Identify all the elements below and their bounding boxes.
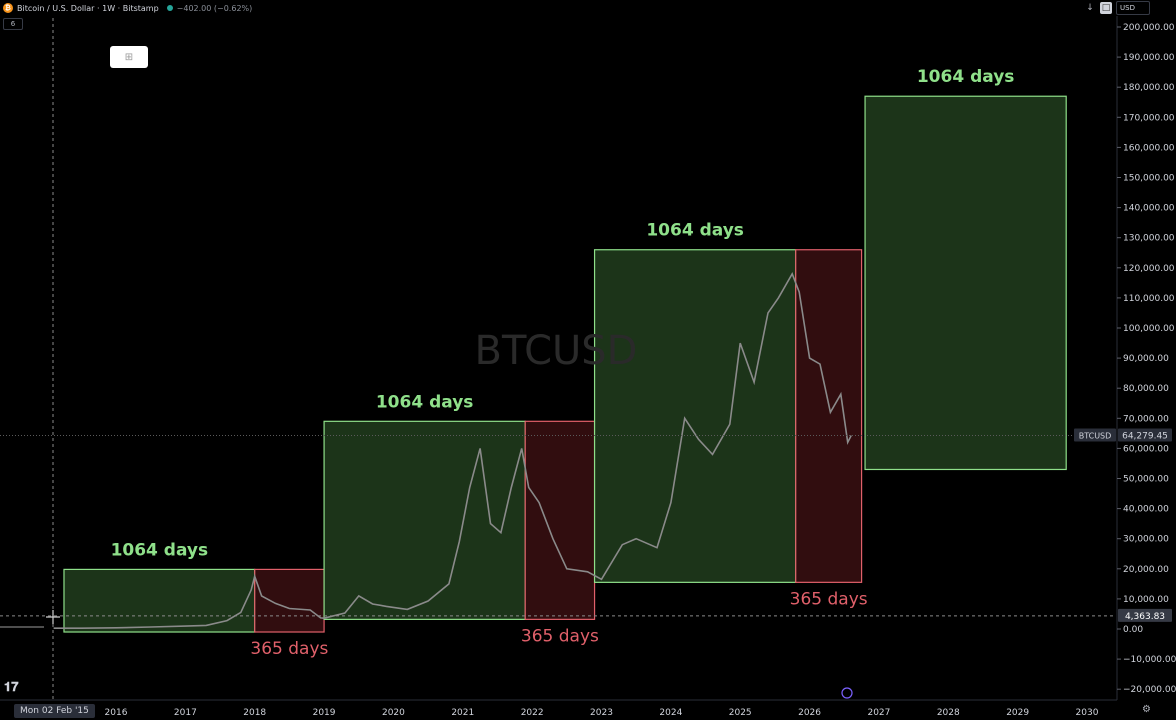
year-tick-label-13: 2029 [1006,708,1029,718]
time-axis: 2016 2017 2018 2019 2020 2021 2022 2023 2024 2025… [0,687,1117,718]
price-tick-label-11: 90,000.00 [1123,354,1169,364]
symbol-title[interactable]: Bitcoin / U.S. Dollar · 1W · Bitstamp [17,3,159,13]
grid-icon: ⊞ [124,51,134,63]
price-tick-label-19: 10,000.00 [1123,595,1169,605]
price-change: −402.00 (−0.62%) [176,3,253,13]
year-tick-label-14: 2030 [1076,708,1099,718]
price-tick-label-15: 50,000.00 [1123,475,1169,485]
price-tick-label-2: 180,000.00 [1123,83,1175,93]
price-tick-label-4: 160,000.00 [1123,143,1175,153]
price-tick-label-8: 120,000.00 [1123,264,1175,274]
cycle-labels: 1064 days 365 days 1064 days 365 days 1064 d… [111,67,1015,659]
price-tick-label-13: 70,000.00 [1123,414,1169,424]
year-tick-label-3: 2019 [313,708,336,718]
bear-cycle-label-1: 365 days [250,639,328,659]
currency-select[interactable]: USD [1116,1,1150,15]
price-tick-label-21: −10,000.00 [1123,655,1176,665]
bear-cycle-label-5: 365 days [790,589,868,609]
year-tick-label-9: 2025 [729,708,752,718]
price-tick-label-1: 190,000.00 [1123,53,1175,63]
replay-icon [841,687,853,699]
price-tick-label-5: 150,000.00 [1123,174,1175,184]
bitcoin-logo-icon: ₿ [3,3,13,13]
toolbar-right: ↓ □ USD [1084,1,1150,15]
year-tick-label-5: 2021 [451,708,474,718]
year-tick-label-4: 2020 [382,708,405,718]
year-tick-label-2: 2018 [243,708,266,718]
watermark-layer: BTCUSD [475,328,638,374]
bear-cycle-box-3 [524,420,596,620]
year-tick-label-10: 2026 [798,708,821,718]
price-tick-label-14: 60,000.00 [1123,444,1169,454]
year-tick-label-7: 2023 [590,708,613,718]
bull-cycle-label-2: 1064 days [376,392,474,412]
year-tick-label-11: 2027 [867,708,890,718]
current-symbol-badge [1074,428,1116,442]
crosshair-price-badge [1118,608,1172,622]
price-tick-label-6: 140,000.00 [1123,204,1175,214]
crosshair-price-label: 4,363.83 [1125,612,1165,622]
bear-cycle-box-5 [795,249,863,583]
bear-cycle-label-3: 365 days [521,626,599,646]
reference-lines [0,18,1114,700]
year-tick-label-12: 2028 [937,708,960,718]
bull-cycle-label-4: 1064 days [646,221,744,241]
crosshair-cursor-icon [46,610,60,624]
year-tick-label-6: 2022 [521,708,544,718]
bull-cycle-label-0: 1064 days [111,540,209,560]
gear-icon[interactable]: ⚙ [1142,704,1151,715]
year-tick-label-0: 2016 [105,708,128,718]
current-price-badge [1118,428,1172,442]
price-axis: 200,000.00 190,000.00 180,000.00 170,000.00… [1074,16,1176,700]
bear-cycle-box-1 [254,568,325,633]
price-tick-label-20: 0.00 [1123,625,1143,635]
price-tick-label-0: 200,000.00 [1123,23,1175,33]
price-tick-label-9: 110,000.00 [1123,294,1175,304]
tradingview-logo-icon[interactable]: 𝟏𝟕 [4,680,19,695]
bull-cycle-box-0 [63,568,256,633]
current-symbol-label: BTCUSD [1079,432,1112,441]
symbol-header: ₿ Bitcoin / U.S. Dollar · 1W · Bitstamp … [0,0,252,16]
square-icon[interactable]: □ [1100,2,1112,14]
bull-cycle-box-2 [323,420,526,620]
chart-watermark: BTCUSD [475,328,638,374]
down-arrow-icon[interactable]: ↓ [1086,3,1094,13]
cycle-boxes [63,95,1067,633]
price-tick-label-18: 20,000.00 [1123,565,1169,575]
interval-badge[interactable]: 6 [3,18,23,30]
year-tick-label-8: 2024 [659,708,682,718]
price-tick-label-7: 130,000.00 [1123,234,1175,244]
btc-price-line [53,271,852,630]
bull-cycle-label-6: 1064 days [917,67,1015,87]
price-tick-label-3: 170,000.00 [1123,113,1175,123]
bull-cycle-box-4 [593,249,797,583]
floating-toolbar-button[interactable]: ⊞ [110,46,148,68]
price-tick-label-17: 30,000.00 [1123,535,1169,545]
price-tick-label-10: 100,000.00 [1123,324,1175,334]
bull-cycle-box-6 [864,95,1067,471]
market-status-icon [166,5,173,11]
price-tick-label-12: 80,000.00 [1123,384,1169,394]
current-price-label: 64,279.45 [1122,432,1168,442]
crosshair-date-tag: Mon 02 Feb '15 [14,704,95,718]
price-tick-label-22: −20,000.00 [1123,685,1176,695]
year-tick-label-1: 2017 [174,708,197,718]
price-tick-label-16: 40,000.00 [1123,505,1169,515]
price-series [53,271,852,630]
